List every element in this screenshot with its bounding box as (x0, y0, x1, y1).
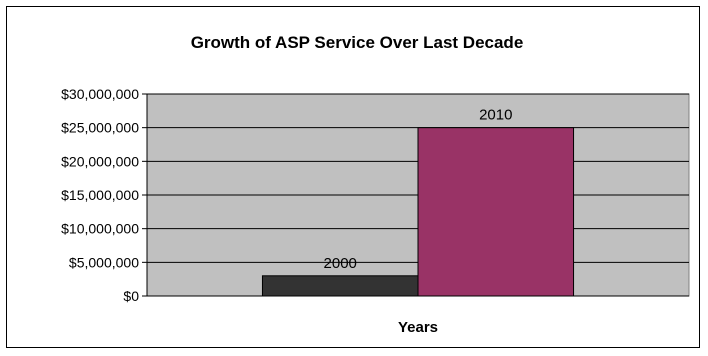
y-tick-label: $0 (123, 288, 139, 304)
y-tick-label: $30,000,000 (61, 86, 139, 102)
y-tick-label: $20,000,000 (61, 153, 139, 169)
bar-2000 (261, 275, 419, 297)
bar-2010 (417, 127, 575, 297)
x-axis-label: Years (398, 319, 438, 336)
bar-chart: Growth of ASP Service Over Last Decade $… (61, 33, 690, 336)
data-labels: 2000 2010 (324, 107, 513, 272)
data-label-2000: 2000 (324, 255, 357, 272)
y-tick-label: $10,000,000 (61, 221, 139, 237)
data-label-2010: 2010 (479, 107, 512, 124)
chart-title: Growth of ASP Service Over Last Decade (191, 33, 524, 52)
y-tick-label: $5,000,000 (69, 254, 139, 270)
y-tick-label: $25,000,000 (61, 120, 139, 136)
y-axis-tick-labels: $0 $5,000,000 $10,000,000 $15,000,000 $20,00… (61, 86, 147, 304)
chart-frame: Growth of ASP Service Over Last Decade $… (6, 6, 700, 348)
y-tick-label: $15,000,000 (61, 187, 139, 203)
